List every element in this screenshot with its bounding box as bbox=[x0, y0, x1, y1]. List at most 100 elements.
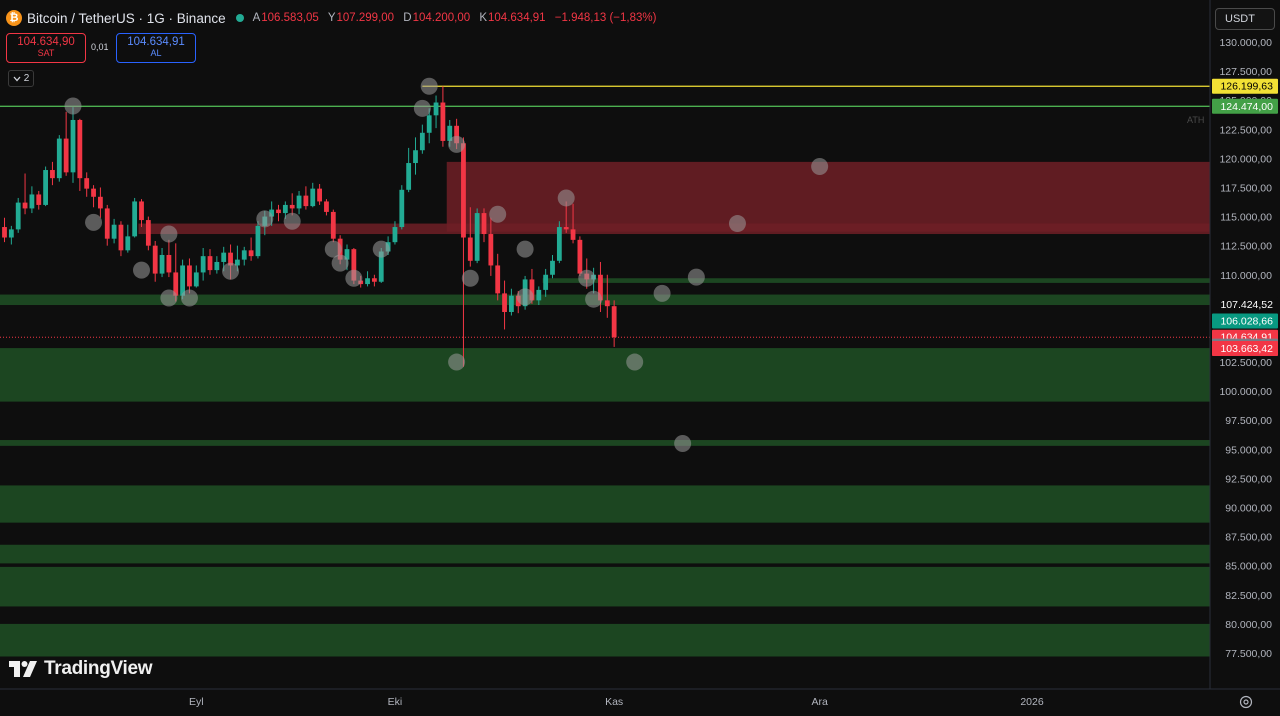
marker-circle[interactable] bbox=[448, 135, 466, 153]
candle-body bbox=[77, 119, 83, 179]
candle bbox=[139, 199, 144, 228]
price-label: 126.199,63 bbox=[1212, 78, 1278, 94]
price-label-bg bbox=[1212, 98, 1278, 114]
marker-circle[interactable] bbox=[557, 189, 575, 207]
marker-circle[interactable] bbox=[133, 261, 150, 279]
zone-layer bbox=[0, 161, 1211, 657]
price-tick-label: 100.000,00 bbox=[1219, 386, 1272, 398]
symbol-title[interactable]: Bitcoin / TetherUS · 1G · Binance bbox=[27, 10, 226, 26]
currency-selector[interactable]: USDT bbox=[1215, 8, 1275, 30]
candle bbox=[563, 201, 569, 233]
candle-body bbox=[488, 234, 494, 266]
candle bbox=[8, 225, 14, 245]
marker-circle[interactable] bbox=[674, 435, 692, 453]
marker-circle[interactable] bbox=[687, 268, 705, 286]
marker-circle[interactable] bbox=[283, 212, 301, 230]
red-zone[interactable] bbox=[138, 223, 1211, 235]
marker-circle[interactable] bbox=[578, 269, 596, 287]
marker-circle[interactable] bbox=[516, 288, 534, 306]
marker-circle[interactable] bbox=[256, 210, 274, 228]
marker-circle[interactable] bbox=[160, 225, 178, 243]
candle bbox=[125, 224, 131, 253]
sell-button[interactable]: 104.634,90 SAT bbox=[6, 33, 86, 63]
candle-body bbox=[269, 209, 275, 217]
green-zone[interactable] bbox=[0, 544, 1210, 564]
gear-icon[interactable] bbox=[1238, 694, 1254, 710]
marker-circle[interactable] bbox=[585, 290, 603, 308]
marker-circle[interactable] bbox=[420, 77, 438, 95]
market-status-icon[interactable] bbox=[235, 14, 244, 22]
candle-body bbox=[139, 201, 144, 221]
price-label-bg bbox=[1212, 297, 1278, 313]
candle-body bbox=[22, 202, 28, 209]
candle bbox=[330, 209, 336, 243]
candle bbox=[406, 147, 412, 193]
marker-circle[interactable] bbox=[811, 158, 829, 176]
green-zone[interactable] bbox=[0, 623, 1210, 657]
candle bbox=[502, 280, 507, 330]
marker-circle[interactable] bbox=[372, 240, 390, 258]
price-label: 107.424,52 bbox=[1212, 297, 1278, 313]
open-value: 106.583,05 bbox=[261, 12, 319, 24]
price-label-bg bbox=[1212, 341, 1278, 357]
marker-circle[interactable] bbox=[728, 215, 746, 233]
green-zone[interactable] bbox=[0, 348, 1210, 402]
candle-body bbox=[529, 279, 535, 301]
candle bbox=[166, 239, 172, 278]
candle-body bbox=[570, 229, 576, 240]
price-tick-label: 87.500,00 bbox=[1225, 532, 1272, 544]
green-zone[interactable] bbox=[542, 278, 1210, 283]
marker-circle[interactable] bbox=[222, 262, 240, 280]
marker-circle[interactable] bbox=[516, 240, 534, 258]
green-zone[interactable] bbox=[0, 294, 1210, 306]
marker-circle[interactable] bbox=[85, 213, 103, 231]
price-label: 106.028,66 bbox=[1212, 313, 1278, 329]
buy-price: 104.634,91 bbox=[127, 36, 185, 48]
marker-circle[interactable] bbox=[324, 240, 342, 258]
chevron-down-icon bbox=[13, 76, 21, 81]
candle-body bbox=[235, 259, 240, 266]
candle-body bbox=[365, 278, 370, 285]
candle-body bbox=[303, 195, 309, 207]
open-key: A bbox=[252, 12, 261, 24]
buy-button[interactable]: 104.634,91 AL bbox=[116, 33, 196, 63]
candle-body bbox=[447, 125, 453, 141]
candle-body bbox=[372, 278, 377, 282]
marker-circle[interactable] bbox=[331, 254, 349, 272]
indicators-collapse-button[interactable]: 2 bbox=[8, 70, 34, 87]
tradingview-logo[interactable]: TradingView bbox=[9, 658, 153, 680]
marker-circle[interactable] bbox=[64, 97, 82, 115]
candle-body bbox=[132, 201, 138, 237]
candle bbox=[509, 288, 514, 316]
green-zone[interactable] bbox=[0, 566, 1210, 607]
marker-circle[interactable] bbox=[461, 269, 479, 287]
marker-circle[interactable] bbox=[653, 284, 671, 302]
candle bbox=[50, 161, 55, 186]
candle-body bbox=[255, 225, 261, 257]
candle-body bbox=[248, 250, 254, 257]
price-tick-label: 97.500,00 bbox=[1225, 415, 1272, 427]
marker-circle[interactable] bbox=[448, 353, 466, 371]
candle-body bbox=[70, 119, 76, 173]
green-zone[interactable] bbox=[0, 440, 1210, 446]
marker-circle[interactable] bbox=[626, 353, 644, 371]
candle bbox=[543, 268, 549, 297]
green-zone[interactable] bbox=[0, 485, 1210, 523]
candle bbox=[91, 185, 96, 208]
price-label-text: 106.028,66 bbox=[1220, 315, 1273, 327]
candle-body bbox=[241, 250, 247, 260]
marker-circle[interactable] bbox=[345, 269, 363, 287]
candle-body bbox=[43, 170, 48, 205]
marker-circle[interactable] bbox=[489, 205, 507, 223]
close-key: K bbox=[479, 12, 488, 24]
marker-circle[interactable] bbox=[413, 99, 431, 117]
candle bbox=[467, 207, 473, 267]
candle bbox=[132, 197, 138, 238]
candle bbox=[399, 185, 405, 230]
candle-body bbox=[509, 295, 514, 313]
marker-circle[interactable] bbox=[180, 289, 198, 307]
candle bbox=[187, 258, 192, 294]
price-axis-bg bbox=[1210, 0, 1280, 716]
marker-circle[interactable] bbox=[160, 289, 178, 307]
